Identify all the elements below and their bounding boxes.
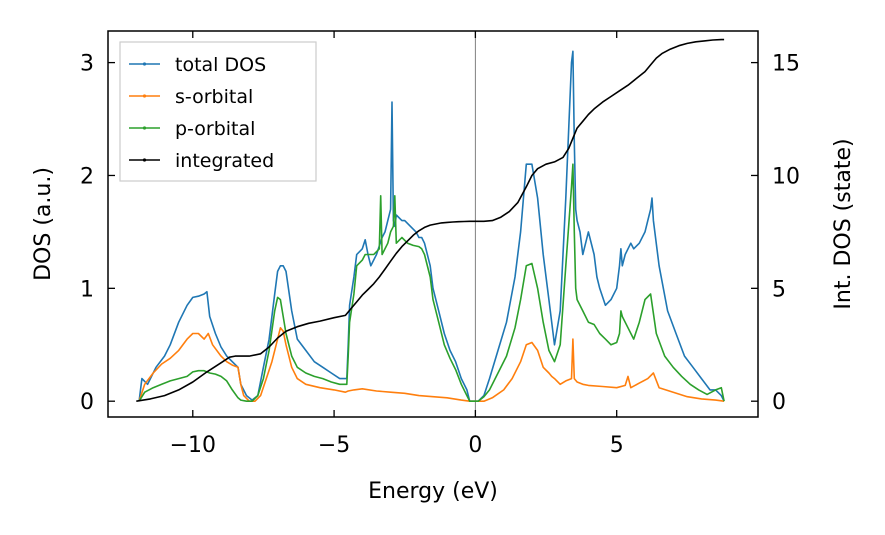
y-axis-label: DOS (a.u.) — [31, 167, 56, 281]
y2-axis-label: Int. DOS (state) — [831, 138, 856, 309]
legend-box — [119, 41, 317, 182]
x-tick-label: −10 — [170, 433, 216, 458]
legend-marker-p-orbital — [142, 126, 147, 130]
series-line-integrated — [136, 38, 725, 402]
x-tick-label: −5 — [318, 433, 350, 458]
y-tick-label: 3 — [80, 52, 94, 77]
legend-entries: total DOS s-orbital p-orbital integrated — [129, 54, 274, 172]
legend-label-s-orbital: s-orbital — [175, 86, 253, 108]
tick-labels-group: −10 −5 0 5 0 1 2 3 0 5 10 15 — [80, 52, 800, 458]
legend-label-p-orbital: p-orbital — [175, 118, 255, 140]
ticks-group — [108, 31, 758, 417]
series-line-s-orbital — [138, 326, 725, 403]
x-tick-label: 0 — [468, 433, 482, 458]
y-tick-label: 1 — [80, 277, 94, 302]
y2-tick-label: 0 — [772, 390, 786, 415]
y-tick-label: 0 — [80, 390, 94, 415]
x-tick-label: 5 — [610, 433, 624, 458]
y-tick-label: 2 — [80, 164, 94, 189]
legend-marker-s-orbital — [142, 94, 147, 98]
legend-label-integrated: integrated — [175, 150, 274, 172]
y2-tick-label: 5 — [772, 277, 786, 302]
legend-label-total-dos: total DOS — [175, 54, 266, 76]
legend-marker-integrated — [142, 158, 147, 162]
series-line-p-orbital — [138, 163, 725, 403]
plot-frame — [107, 30, 759, 418]
legend: total DOS s-orbital p-orbital integrated — [119, 41, 317, 182]
y2-tick-label: 15 — [772, 52, 800, 77]
y2-tick-label: 10 — [772, 164, 800, 189]
x-axis-label: Energy (eV) — [368, 479, 498, 504]
series-group — [136, 38, 725, 403]
legend-marker-total-dos — [142, 62, 147, 66]
